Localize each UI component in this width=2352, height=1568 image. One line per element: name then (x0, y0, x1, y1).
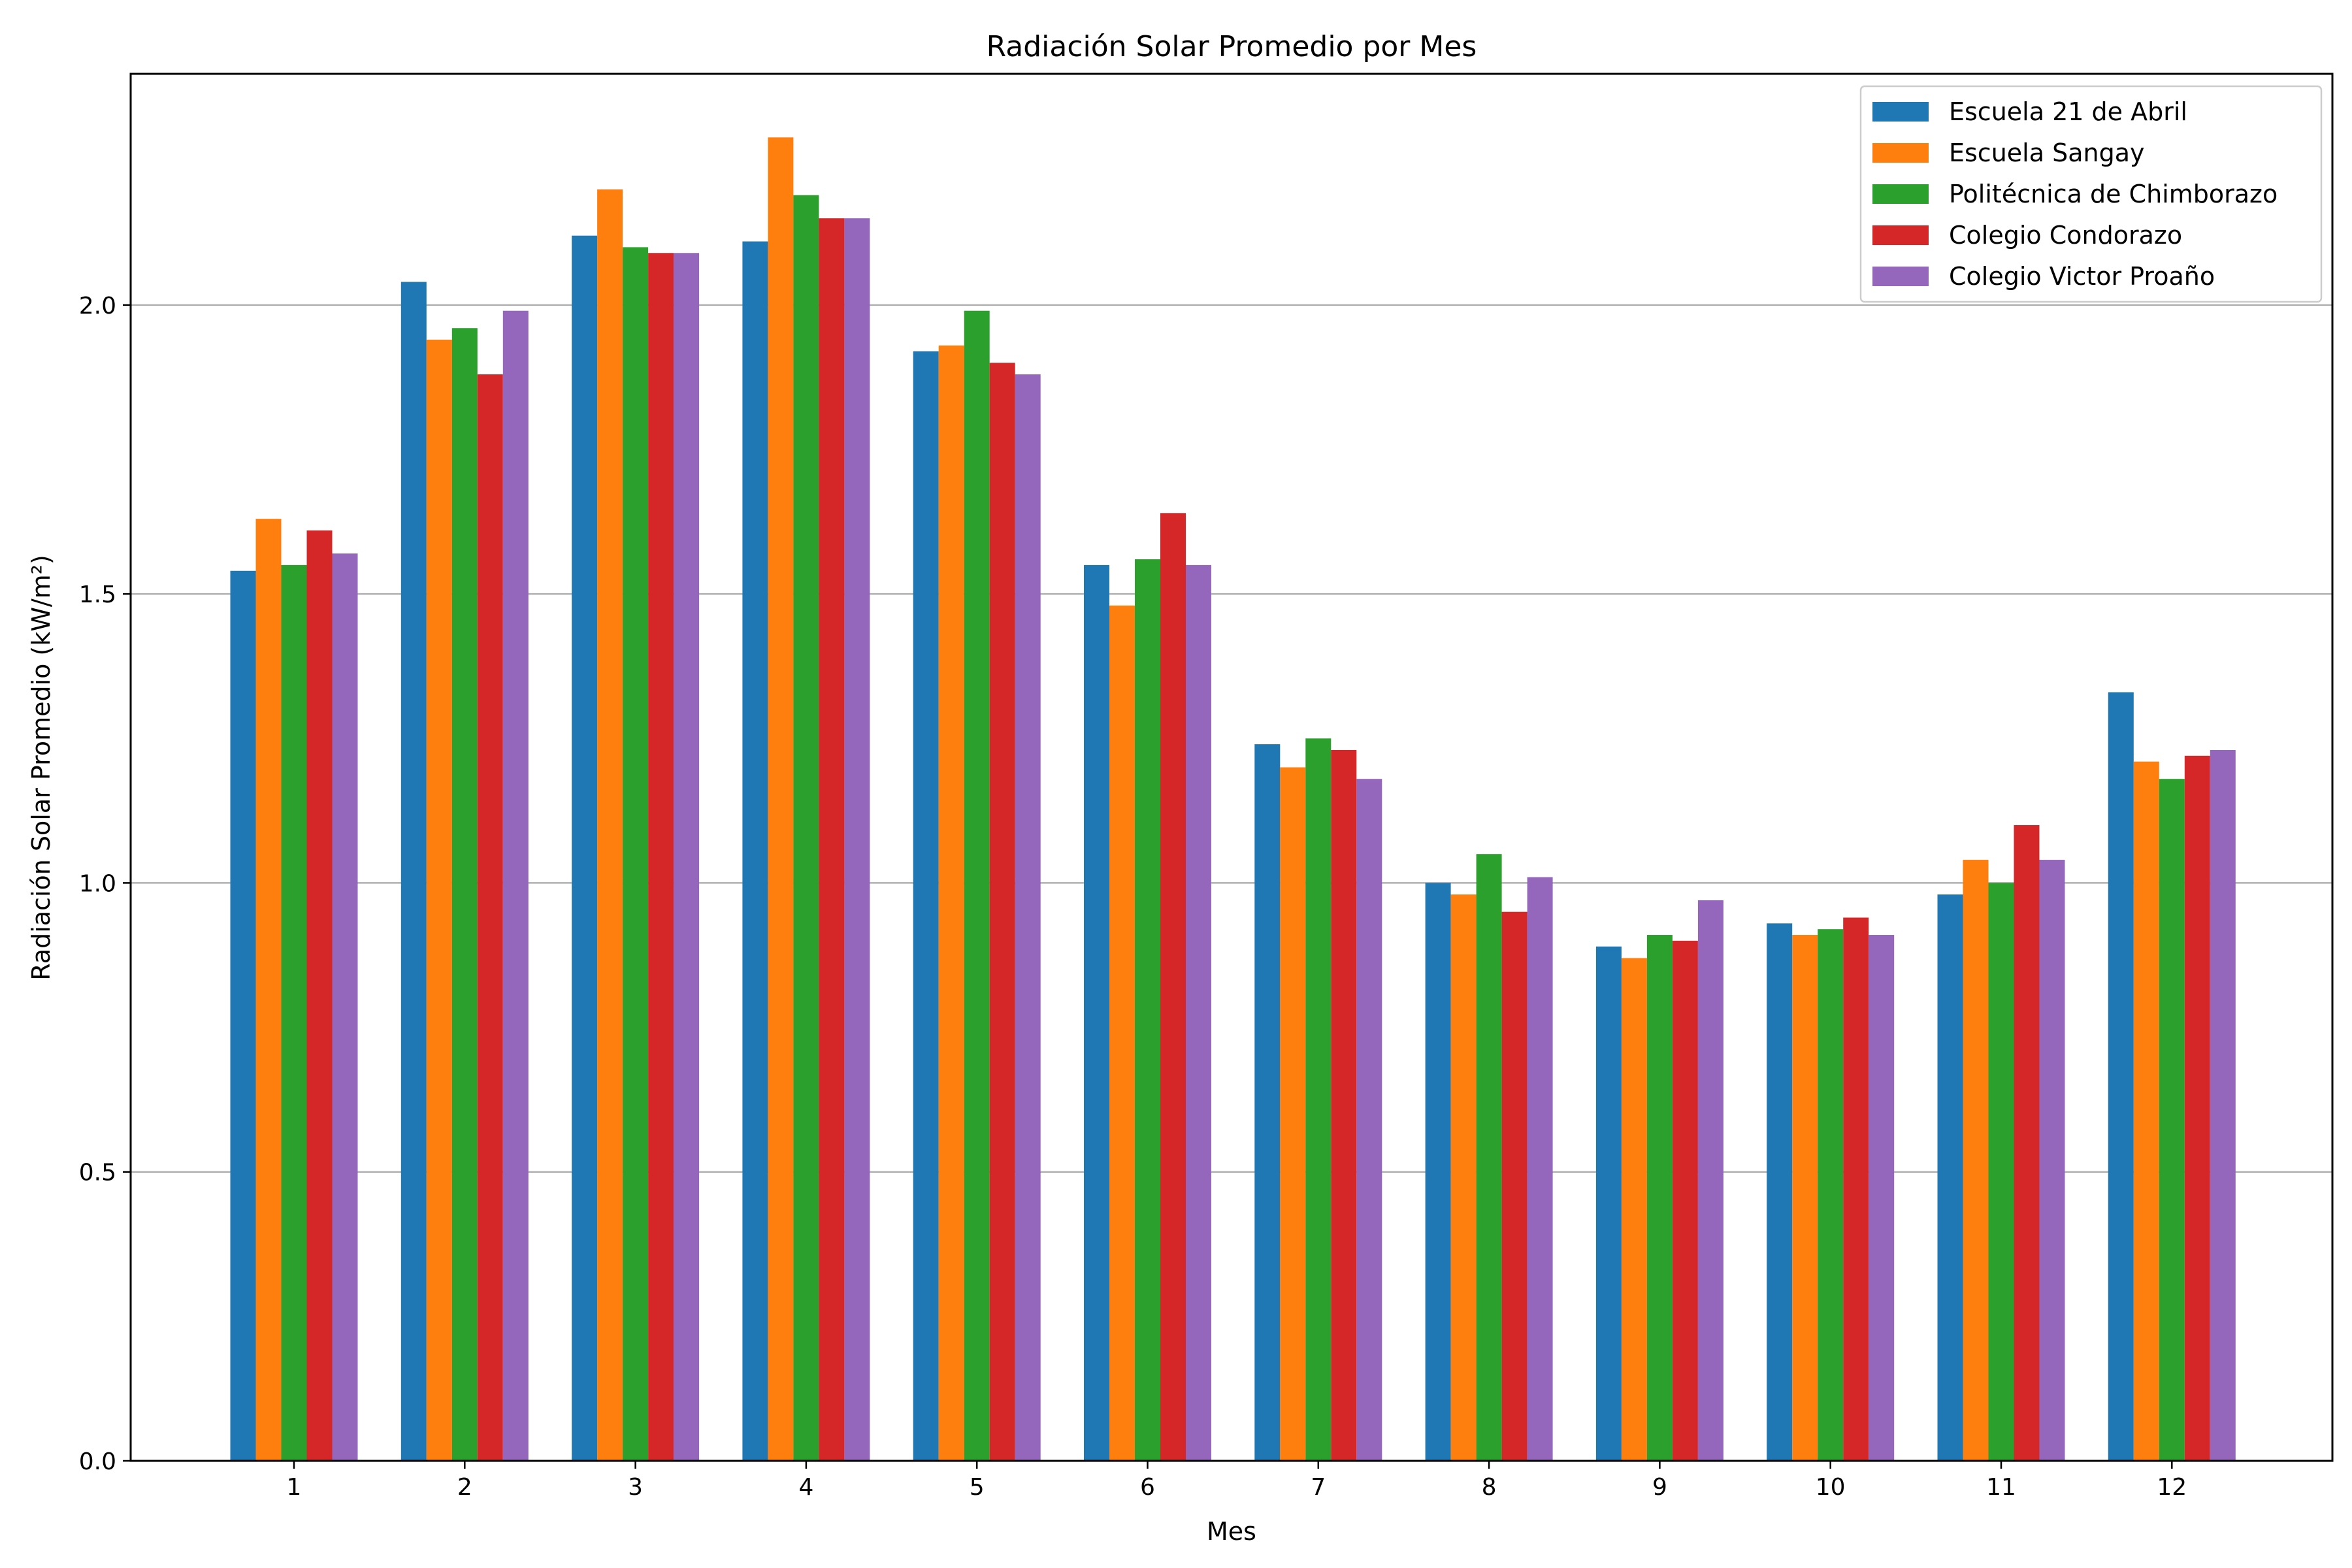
bar (1425, 883, 1451, 1461)
bar (768, 137, 794, 1461)
bar (502, 310, 529, 1461)
bar (1280, 767, 1306, 1461)
bar (648, 253, 674, 1461)
legend-swatch (1872, 184, 1929, 204)
bar (1084, 564, 1109, 1462)
y-tick-label: 1.5 (79, 581, 116, 608)
axis-ticks: 0.00.51.01.52.01 2 3 4 5 6 7 8 9 10 11 12 (79, 293, 2187, 1501)
bar (1792, 935, 1818, 1461)
bar (964, 310, 990, 1461)
bar (1869, 935, 1895, 1461)
legend-label: Escuela 21 de Abril (1949, 97, 2187, 126)
bar (1135, 559, 1160, 1461)
bar (1843, 917, 1869, 1461)
x-tick-label: 6 (1140, 1474, 1155, 1501)
bar (306, 530, 333, 1462)
bar (2210, 749, 2236, 1461)
y-tick-label: 0.0 (79, 1448, 116, 1475)
x-tick-label: 5 (970, 1474, 985, 1501)
bar (426, 339, 452, 1461)
x-tick-label: 1 (287, 1474, 302, 1501)
bar (255, 519, 282, 1461)
bar (281, 564, 307, 1462)
bar (674, 253, 700, 1461)
bar (1501, 911, 1527, 1461)
bar (230, 570, 256, 1461)
x-tick-label: 3 (628, 1474, 643, 1501)
legend-swatch (1872, 102, 1929, 122)
bar (597, 189, 623, 1462)
bar (2133, 761, 2159, 1461)
bar (2159, 779, 2185, 1461)
legend-label: Politécnica de Chimborazo (1949, 180, 2278, 208)
x-axis-label: Mes (1207, 1517, 1256, 1546)
chart-title: Radiación Solar Promedio por Mes (987, 30, 1477, 63)
bar (477, 374, 503, 1461)
x-tick-label: 4 (798, 1474, 813, 1501)
bar (2039, 860, 2065, 1461)
legend-swatch (1872, 143, 1929, 163)
bar (1818, 929, 1844, 1461)
bar (2108, 692, 2134, 1461)
bar (332, 553, 358, 1462)
bar (1356, 779, 1382, 1461)
bar (1646, 935, 1673, 1461)
bars (230, 137, 2236, 1462)
bar (1963, 860, 1989, 1461)
bar (1254, 744, 1281, 1461)
y-tick-label: 2.0 (79, 293, 116, 319)
legend-label: Colegio Victor Proaño (1949, 262, 2215, 291)
x-tick-label: 8 (1482, 1474, 1497, 1501)
bar (1672, 940, 1698, 1461)
bar (1109, 605, 1135, 1461)
x-tick-label: 12 (2157, 1474, 2187, 1501)
bar (1160, 513, 1186, 1461)
bar (1621, 958, 1647, 1461)
legend-swatch (1872, 267, 1929, 286)
bar (1186, 564, 1211, 1462)
legend-label: Colegio Condorazo (1949, 221, 2182, 250)
legend-swatch (1872, 225, 1929, 245)
bar (1527, 877, 1553, 1461)
bar (1476, 854, 1502, 1461)
y-tick-label: 0.5 (79, 1160, 116, 1186)
bar (819, 218, 845, 1461)
bar (938, 345, 964, 1461)
bar (1305, 738, 1331, 1461)
bar (2184, 755, 2210, 1461)
x-tick-label: 7 (1311, 1474, 1326, 1501)
bar (572, 235, 598, 1461)
x-tick-label: 9 (1652, 1474, 1667, 1501)
x-tick-label: 11 (1986, 1474, 2016, 1501)
bar (1988, 883, 2014, 1461)
y-tick-label: 1.0 (79, 870, 116, 897)
legend: Escuela 21 de Abril Escuela Sangay Politéc… (1859, 85, 2323, 303)
legend-label: Escuela Sangay (1949, 139, 2144, 167)
bar (1595, 946, 1622, 1461)
bar (400, 282, 427, 1462)
x-tick-label: 2 (457, 1474, 472, 1501)
bar (1767, 923, 1793, 1461)
bar (1450, 894, 1477, 1461)
bar (451, 328, 478, 1461)
bar (742, 241, 768, 1461)
bar (989, 363, 1015, 1461)
bar (913, 351, 939, 1461)
bar (1697, 900, 1723, 1461)
bar (1331, 749, 1357, 1461)
bar (844, 218, 870, 1461)
plot-frame (129, 73, 2334, 1462)
legend-box (1859, 85, 2323, 303)
bar (623, 247, 649, 1461)
bar (2014, 825, 2040, 1461)
bar (1015, 374, 1041, 1461)
y-axis-label: Radiación Solar Promedio (kW/m²) (27, 555, 56, 981)
x-tick-label: 10 (1816, 1474, 1846, 1501)
bar (1937, 894, 1963, 1461)
bar (793, 195, 819, 1462)
